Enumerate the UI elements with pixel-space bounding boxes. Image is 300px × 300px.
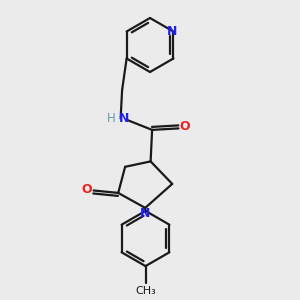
Text: H: H xyxy=(106,112,116,125)
Text: N: N xyxy=(140,207,150,220)
Text: O: O xyxy=(180,120,190,134)
Text: O: O xyxy=(82,183,92,196)
Text: CH₃: CH₃ xyxy=(135,286,156,296)
Text: N: N xyxy=(119,112,129,125)
Text: N: N xyxy=(167,25,177,38)
